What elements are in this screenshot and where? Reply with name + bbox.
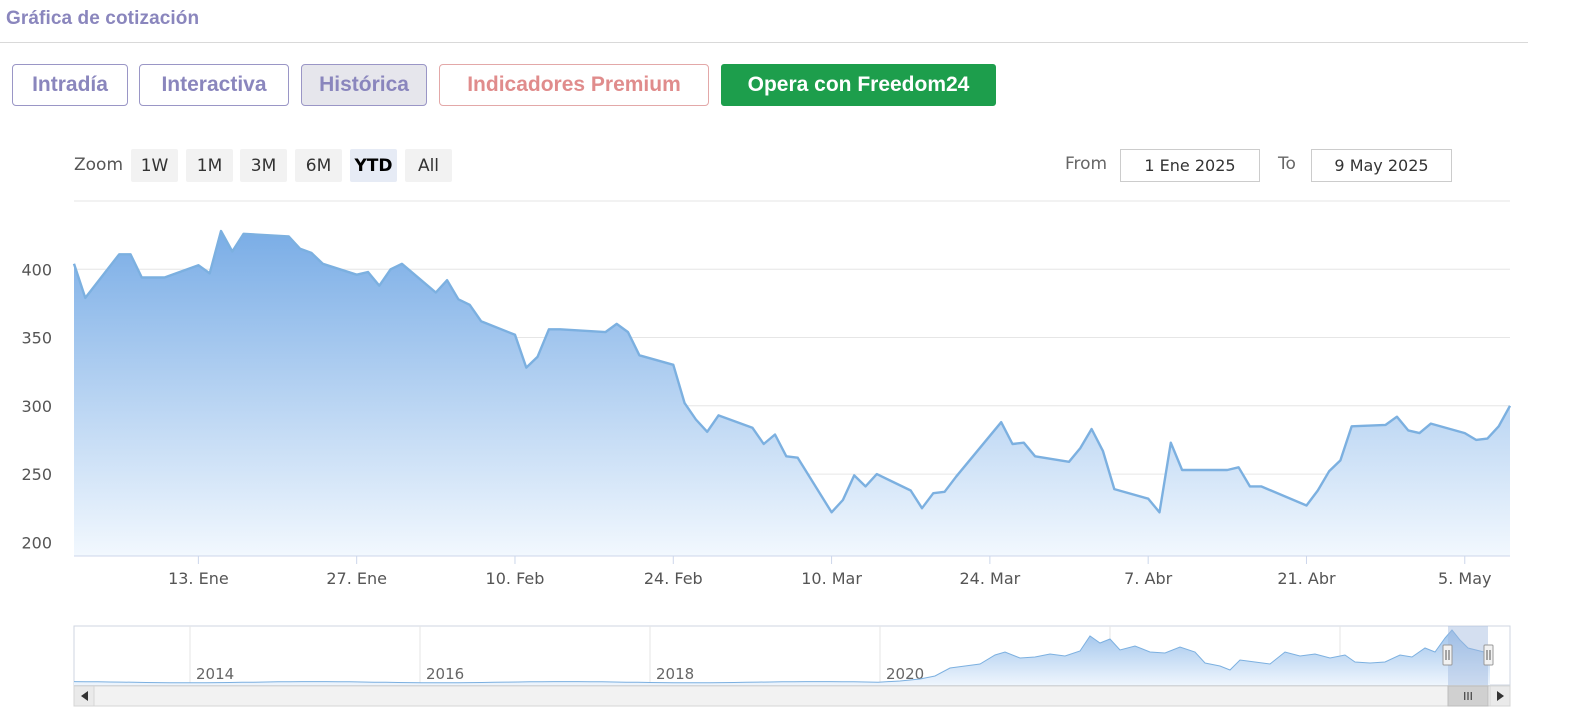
x-tick-label: 10. Mar: [801, 569, 862, 588]
navigator-selection-mask[interactable]: [1448, 626, 1488, 685]
x-tick-label: 13. Ene: [168, 569, 229, 588]
x-tick-label: 27. Ene: [326, 569, 387, 588]
zoom-ytd-button[interactable]: YTD: [350, 149, 397, 182]
y-tick-label: 200: [21, 533, 52, 552]
y-tick-label: 400: [21, 260, 52, 279]
scrollbar-right-arrow[interactable]: [1489, 685, 1511, 707]
page-title: Gráfica de cotización: [6, 8, 200, 29]
navigator-frame[interactable]: [73, 625, 1511, 686]
title-divider: [0, 42, 1528, 43]
x-tick-label: 5. May: [1438, 569, 1491, 588]
to-date-input[interactable]: 9 May 2025: [1311, 149, 1452, 182]
tab-interactiva[interactable]: Interactiva: [139, 64, 289, 106]
navigator-year-label: 2016: [426, 665, 464, 683]
x-tick-label: 24. Feb: [644, 569, 703, 588]
navigator-series-line: [73, 629, 1491, 684]
y-tick-label: 250: [21, 465, 52, 484]
y-tick-label: 300: [21, 397, 52, 416]
from-date-input[interactable]: 1 Ene 2025: [1120, 149, 1260, 182]
tab-intradia[interactable]: Intradía: [12, 64, 128, 106]
scrollbar-grip: III: [1463, 690, 1473, 703]
series-line: [72, 229, 1512, 514]
navigator-handle-right[interactable]: [1483, 644, 1494, 666]
zoom-1m-button[interactable]: 1M: [186, 149, 233, 182]
navigator-year-label: 2022: [1116, 665, 1154, 683]
zoom-label: Zoom: [74, 155, 124, 175]
tab-historica[interactable]: Histórica: [301, 64, 427, 106]
navigator-year-label: 2018: [656, 665, 694, 683]
navigator-year-label: 2020: [886, 665, 924, 683]
zoom-6m-button[interactable]: 6M: [295, 149, 342, 182]
x-tick-label: 7. Abr: [1124, 569, 1172, 588]
navigator-year-label: 2014: [196, 665, 234, 683]
zoom-3m-button[interactable]: 3M: [240, 149, 287, 182]
to-label: To: [1278, 154, 1296, 174]
navigator-year-label: 2024: [1346, 665, 1384, 683]
y-tick-label: 350: [21, 329, 52, 348]
x-tick-label: 21. Abr: [1277, 569, 1336, 588]
zoom-1w-button[interactable]: 1W: [131, 149, 178, 182]
navigator-handle-left[interactable]: [1442, 644, 1453, 666]
from-label: From: [1065, 154, 1108, 174]
tab-indicadores-premium[interactable]: Indicadores Premium: [439, 64, 709, 106]
series-area: [74, 231, 1510, 556]
opera-freedom24-button[interactable]: Opera con Freedom24: [721, 64, 996, 106]
zoom-all-button[interactable]: All: [405, 149, 452, 182]
navigator-series-area: [74, 630, 1490, 685]
x-tick-label: 10. Feb: [486, 569, 545, 588]
navigator-scrollbar-thumb[interactable]: [1447, 685, 1489, 707]
x-tick-label: 24. Mar: [960, 569, 1021, 588]
navigator-scrollbar-track[interactable]: [73, 685, 1511, 707]
scrollbar-left-arrow[interactable]: [73, 685, 95, 707]
